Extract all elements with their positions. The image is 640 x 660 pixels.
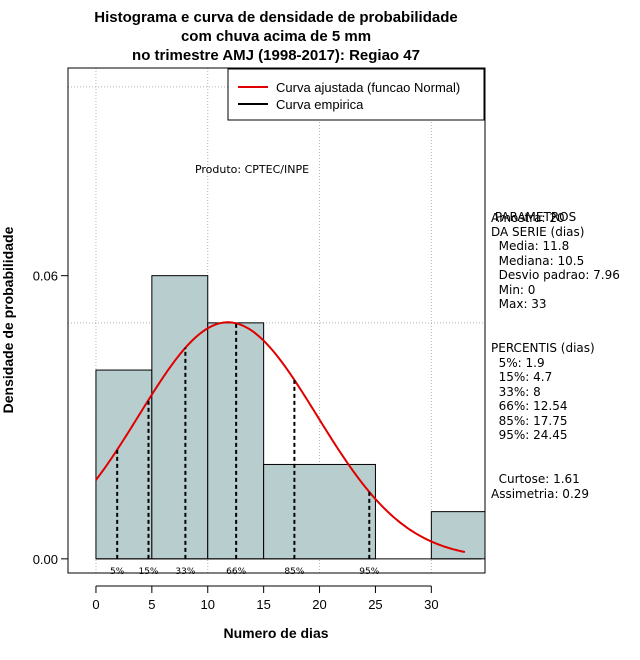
- percentile-label: 15%: [138, 567, 158, 577]
- percentile-stat-line: 85%: 17.75: [491, 413, 568, 428]
- parameter-line: Mediana: 10.5: [491, 253, 585, 268]
- percentile-stat-line: 15%: 4.7: [491, 370, 553, 384]
- series-parameters: PARAMETROS DA SERIE (dias) Media: 11.8 Me…: [491, 210, 620, 312]
- normal-curve-line: [95, 321, 466, 553]
- chart-title: Histograma e curva de densidade de proba…: [94, 9, 457, 64]
- parameter-line: DA SERIE (dias): [491, 224, 585, 239]
- percentile-label: 33%: [175, 567, 195, 577]
- percentile-label: 85%: [284, 567, 304, 577]
- legend-label: Curva ajustada (funcao Normal): [276, 80, 460, 95]
- y-tick-label: 0.00: [33, 552, 58, 567]
- product-annotation: Produto: CPTEC/INPE: [195, 163, 309, 176]
- legend: Curva ajustada (funcao Normal) Curva empi…: [227, 68, 485, 121]
- x-tick-label: 5: [148, 597, 155, 612]
- percentile-label: 66%: [226, 567, 246, 577]
- y-axis-label: Densidade de probabilidade: [0, 226, 16, 413]
- x-tick-label: 25: [368, 597, 382, 612]
- title-line: com chuva acima de 5 mm: [181, 28, 371, 45]
- parameter-line: Min: 0: [491, 282, 536, 297]
- percentile-stat-line: 95%: 24.45: [491, 428, 568, 442]
- percentile-lines: 5% 15% 33% 66% 85% 95%: [110, 323, 380, 577]
- normal-curve: [95, 321, 466, 553]
- percentiles-block: PERCENTIS (dias) 5%: 1.9 15%: 4.7 33%: 8…: [491, 341, 595, 443]
- histogram-bar: [95, 369, 153, 560]
- percentile-stat-line: 66%: 12.54: [491, 399, 568, 413]
- histogram-bar: [430, 511, 486, 560]
- sample-size: Amostra: 20: [491, 211, 565, 225]
- parameter-line: Media: 11.8: [491, 239, 570, 253]
- y-tick-label: 0.06: [33, 269, 58, 284]
- stats-panel: Amostra: 20: [491, 182, 565, 240]
- axes: 0 5 10 15 20 25 30 0.00 0.06: [33, 269, 439, 612]
- title-line: no trimestre AMJ (1998-2017): Regiao 47: [132, 47, 420, 64]
- parameter-line: Max: 33: [491, 297, 547, 311]
- legend-label: Curva empirica: [276, 97, 364, 112]
- legend-box: [227, 68, 485, 121]
- percentile-label: 5%: [110, 567, 125, 577]
- shape-stat-line: Assimetria: 0.29: [491, 486, 590, 501]
- percentile-label: 95%: [359, 567, 379, 577]
- x-axis-label: Numero de dias: [223, 625, 328, 641]
- x-tick-label: 15: [256, 597, 270, 612]
- histogram-bar: [263, 463, 376, 560]
- title-line: Histograma e curva de densidade de proba…: [94, 9, 457, 26]
- shape-statistics: Curtose: 1.61 Assimetria: 0.29: [491, 472, 589, 501]
- histogram-bar: [151, 275, 209, 560]
- percentile-stat-line: 5%: 1.9: [491, 355, 545, 370]
- parameter-line: Desvio padrao: 7.96: [491, 268, 620, 282]
- x-tick-label: 10: [201, 597, 215, 612]
- shape-stat-line: Curtose: 1.61: [491, 472, 580, 486]
- parameter-line: PARAMETROS: [491, 210, 577, 224]
- x-tick-label: 0: [92, 597, 99, 612]
- x-tick-label: 20: [312, 597, 326, 612]
- percentile-stat-line: 33%: 8: [491, 384, 541, 399]
- percentile-stat-line: PERCENTIS (dias): [491, 341, 595, 355]
- x-tick-label: 30: [424, 597, 438, 612]
- histogram-bars: [95, 275, 486, 560]
